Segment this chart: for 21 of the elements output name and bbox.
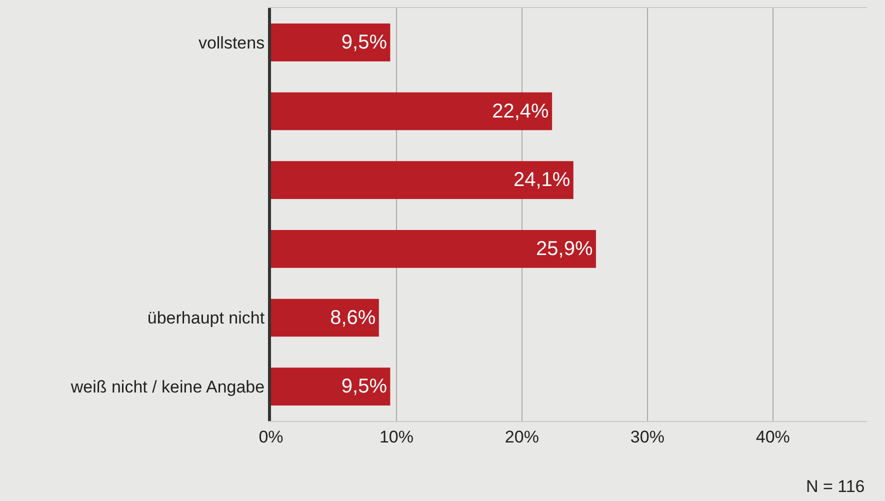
bar (271, 23, 390, 62)
bar (271, 92, 552, 130)
bar (271, 368, 390, 406)
x-tick-label: 20% (504, 427, 539, 446)
y-tick-label: weiß nicht / keine Angabe (70, 378, 265, 397)
y-tick-label: vollstens (198, 33, 265, 52)
data-label: 9,5% (341, 31, 388, 54)
bar (271, 230, 596, 268)
y-tick-label: überhaupt nicht (147, 308, 265, 328)
data-label: 22,4% (492, 100, 550, 122)
x-tick-label: 30% (630, 427, 664, 446)
x-tick-label: 40% (756, 427, 790, 446)
bar (271, 298, 379, 337)
text: N = 116 (806, 477, 865, 496)
x-tick-label: 10% (379, 427, 414, 446)
bar (271, 161, 574, 200)
data-label: 8,6% (330, 306, 376, 329)
data-label: 9,5% (341, 376, 388, 398)
x-tick-label: 0% (258, 427, 284, 446)
data-label: 25,9% (536, 238, 593, 260)
data-label: 24,1% (513, 169, 570, 192)
